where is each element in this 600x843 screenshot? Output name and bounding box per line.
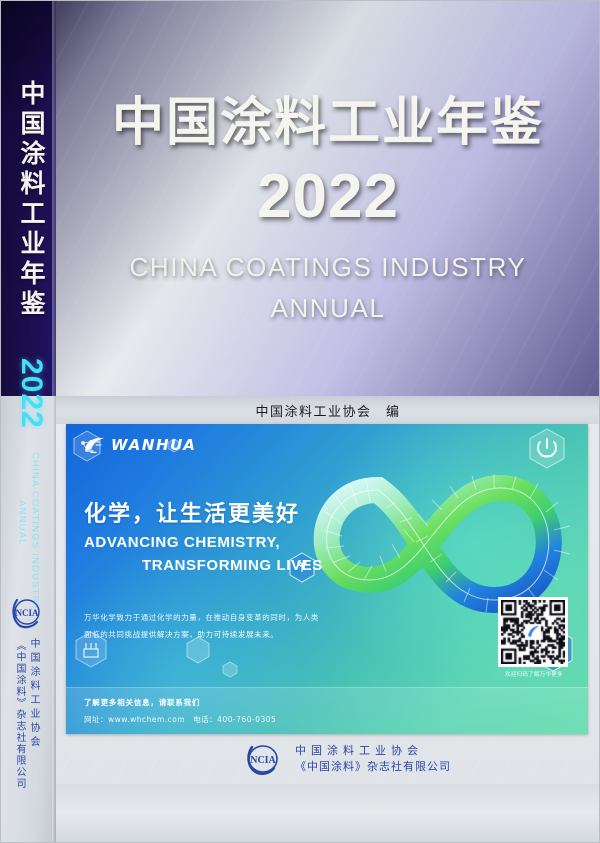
cover-background: [0, 0, 600, 396]
qr-code[interactable]: [498, 597, 568, 667]
ad-body-line-1: 万华化学致力于通过化学的力量，在推动自身变革的同时，为人类: [84, 613, 319, 622]
cover-title-chinese: 中国涂料工业年鉴: [111, 93, 544, 153]
ad-contact-footer: 了解更多相关信息，请联系我们 网址：www.whchem.com 电话：400-…: [66, 687, 588, 734]
ad-headline-english-line1: ADVANCING CHEMISTRY,: [84, 534, 281, 551]
publisher-text: 中国涂料工业协会 《中国涂料》杂志社有限公司: [295, 743, 451, 776]
ad-contact-heading: 了解更多相关信息，请联系我们: [84, 698, 201, 707]
advertisement-panel: WANHUA 化学，让生活更美好 ADVANCING CHEMISTRY, TR…: [66, 424, 588, 734]
ad-body-copy: 万华化学致力于通过化学的力量，在推动自身变革的同时，为人类 面临的共同挑战提供解…: [84, 609, 474, 644]
svg-text:NCIA: NCIA: [15, 608, 39, 618]
wanhua-logo: WANHUA: [84, 436, 196, 454]
wanhua-wordmark: WANHUA: [111, 436, 197, 454]
spine-publisher-line-1: 中国涂料工业协会: [28, 638, 39, 750]
editor-band: 中国涂料工业协会 编: [56, 396, 600, 424]
book-spine: 中国涂料工业年鉴 2022 CHINA COATINGS INDUSTRY AN…: [0, 0, 56, 843]
spine-publisher-line-2: 《中国涂料》杂志社有限公司: [14, 640, 25, 790]
leaf-badge-icon: [167, 438, 181, 453]
spine-top-background: [0, 0, 56, 396]
spine-title-english-2: ANNUAL: [16, 500, 28, 546]
svg-text:NCIA: NCIA: [250, 755, 276, 766]
spine-bottom-background: [0, 396, 56, 843]
publisher-footer: NCIA 中国涂料工业协会 《中国涂料》杂志社有限公司: [246, 742, 451, 776]
spine-crease: [52, 0, 56, 843]
ad-body-line-2: 面临的共同挑战提供解决方案，助力可持续发展未来。: [84, 630, 279, 640]
ncia-logo-icon: NCIA: [247, 745, 278, 776]
publisher-line-2: 《中国涂料》杂志社有限公司: [295, 760, 451, 773]
small-hex-badge-icon: [222, 661, 238, 678]
ad-headline-english-line2: TRANSFORMING LIVES: [142, 556, 323, 574]
spine-title-chinese: 中国涂料工业年鉴: [17, 80, 46, 320]
ad-contact-detail: 网址：www.whchem.com 电话：400-760-0305: [84, 715, 277, 724]
cover-title-english-2: ANNUAL: [270, 293, 386, 323]
spine-title-english-1: CHINA COATINGS INDUSTRY: [29, 452, 41, 612]
footer-background: [56, 784, 600, 843]
ad-glow-bottom-left: [66, 554, 316, 734]
plant-badge-icon: [289, 552, 315, 583]
qr-code-caption: 欢迎扫码了解万华更多: [504, 672, 563, 678]
cover-year: 2022: [257, 162, 399, 231]
spine-ncia-logo-icon: NCIA: [12, 598, 40, 629]
editor-text: 中国涂料工业协会 编: [255, 404, 401, 420]
ad-headline-english: ADVANCING CHEMISTRY, TRANSFORMING LIVES: [84, 532, 323, 577]
qr-code-block: 欢迎扫码了解万华更多: [498, 597, 570, 678]
ad-headline-chinese: 化学，让生活更美好: [84, 502, 301, 527]
publisher-line-1: 中国涂料工业协会: [295, 743, 423, 757]
cover-title-english-1: CHINA COATINGS INDUSTRY: [129, 252, 527, 282]
spine-year: 2022: [15, 358, 48, 429]
wanhua-swoosh-icon: [85, 437, 104, 453]
factory-badge-icon: [75, 631, 107, 668]
power-badge-icon: [529, 428, 565, 469]
droplet-badge-icon: [186, 636, 210, 664]
